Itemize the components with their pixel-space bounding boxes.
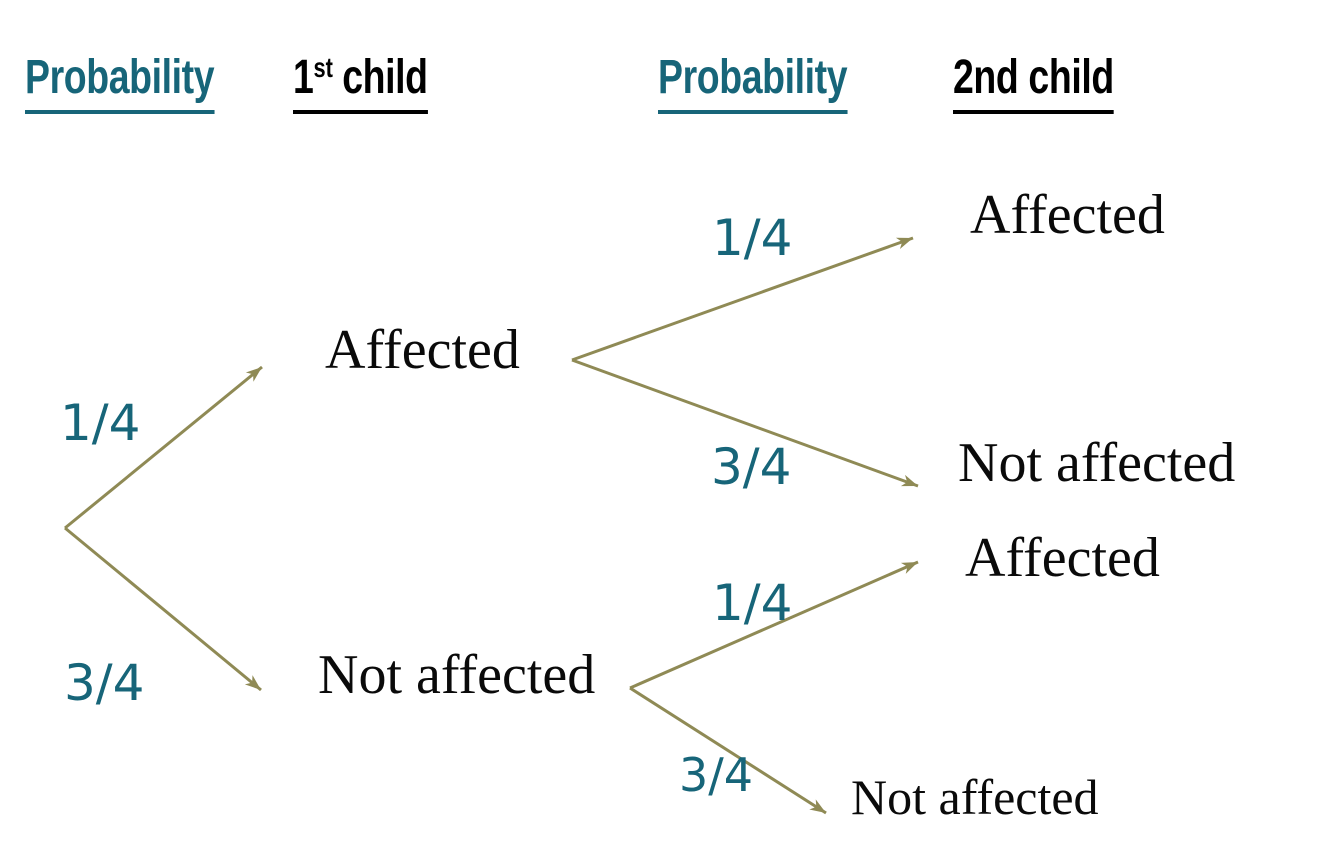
prob-label-affected-not-affected: 3/4 [711,438,792,496]
prob-label-root-not-affected: 3/4 [64,654,145,712]
arrow-root-to-not-affected [64,526,262,692]
header-second-child: 2nd child [953,54,1114,114]
prob-label-not-affected-not-affected: 3/4 [679,748,754,802]
arrow-not-affected-to-affected [629,560,919,690]
header-first-child: 1st child [293,54,428,114]
outcome-label-second-child-affected-2: Affected [965,527,1160,589]
header-probability-first: Probability [25,54,215,114]
outcome-label-second-child-not-affected-1: Not affected [958,432,1236,494]
arrow-root-to-affected [64,365,263,530]
arrow-affected-to-not-affected [571,358,919,488]
arrow-affected-to-affected [571,236,914,362]
outcome-label-first-child-affected: Affected [325,319,520,381]
prob-label-root-affected: 1/4 [60,394,141,452]
outcome-label-second-child-affected-1: Affected [970,184,1165,246]
outcome-label-first-child-not-affected: Not affected [318,644,596,706]
prob-label-affected-affected: 1/4 [712,209,793,267]
first-child-word: child [342,51,428,104]
header-probability-second: Probability [658,54,848,114]
first-child-ordinal-suffix: st [313,52,333,83]
prob-label-not-affected-affected: 1/4 [712,574,793,632]
arrow-not-affected-to-not-affected [629,686,827,815]
outcome-label-second-child-not-affected-2: Not affected [851,769,1099,825]
first-child-number: 1 [293,51,314,104]
